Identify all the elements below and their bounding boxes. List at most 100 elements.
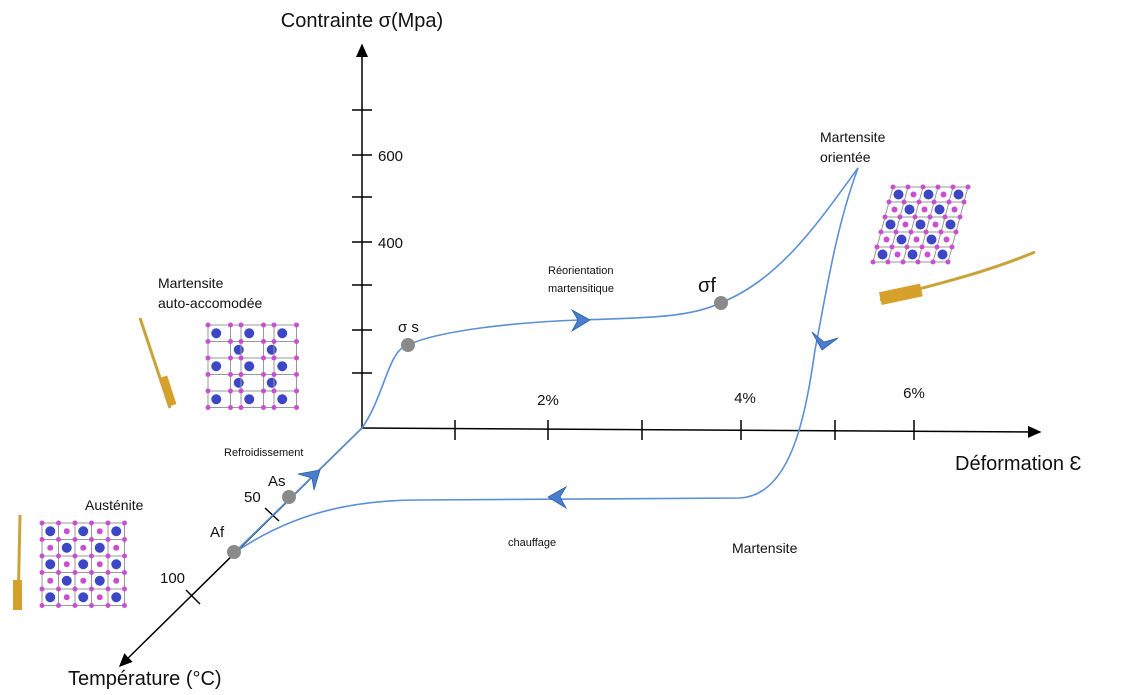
lattice-part (56, 603, 61, 608)
lattice-part (920, 184, 926, 190)
lattice-part (122, 553, 127, 559)
lattice-part (940, 216, 946, 233)
lattice-part (266, 377, 277, 388)
point (282, 490, 296, 504)
lattice-part (953, 229, 959, 235)
lattice-part (63, 561, 70, 568)
lattice-part (105, 520, 111, 526)
lattice-part (56, 553, 61, 559)
lattice-part (913, 236, 920, 243)
lattice-part (946, 199, 952, 205)
lattice-part (205, 322, 211, 328)
temperature-ticks (185, 507, 280, 605)
lattice-part (72, 520, 78, 526)
lattice-part (61, 575, 72, 586)
lattice-part (934, 204, 945, 215)
lattice-part (942, 214, 948, 220)
lattice-part (271, 355, 277, 361)
temperature-label: Température (°C) (68, 668, 222, 690)
lattice-part (271, 405, 277, 410)
lattice-part (893, 229, 899, 235)
lattice-part (205, 388, 211, 394)
lattice-part (47, 544, 54, 551)
lattice-part (895, 216, 901, 233)
lattice-part (951, 206, 958, 213)
lattice-part (228, 405, 233, 410)
lattice-part (927, 214, 933, 220)
lattice-part (122, 603, 127, 608)
lattice-part (932, 221, 939, 228)
lattice-part (96, 561, 103, 568)
tick-label: 600 (378, 148, 403, 165)
lattice-part (957, 214, 963, 220)
lattice-part (277, 394, 288, 405)
lattice-part (228, 339, 233, 344)
lattice-part (945, 219, 956, 230)
lattice-part (948, 186, 954, 203)
lattice-part (897, 214, 903, 220)
lattice-part (919, 244, 925, 250)
lattice-part (205, 355, 211, 361)
lattice-part (917, 246, 923, 263)
lattice-part (72, 570, 78, 575)
lattice-part (228, 355, 233, 361)
lattice-part (261, 355, 266, 361)
point (227, 545, 241, 559)
lattice-part (918, 186, 924, 203)
lattice-part (915, 219, 926, 230)
lattice-part (94, 542, 105, 553)
lattice-part (72, 537, 78, 542)
lattice-part (63, 594, 70, 601)
lattice-part (277, 361, 288, 372)
lattice-part (294, 372, 299, 377)
lattice-part (261, 339, 266, 344)
lattice-part (78, 592, 89, 603)
lattice-part (80, 544, 87, 551)
tick-label: 6% (903, 385, 925, 402)
lattice-part (923, 189, 934, 200)
lattice-part (890, 184, 896, 190)
lattice-part (277, 328, 288, 339)
point-label: σf (698, 275, 716, 297)
lattice-part (39, 553, 45, 559)
lattice-part (205, 405, 211, 410)
unloading-curve (234, 167, 859, 553)
lattice-part (929, 201, 935, 218)
lattice-part (294, 322, 299, 328)
lattice-part (915, 259, 921, 265)
lattice-part (885, 219, 896, 230)
lattice-part (896, 234, 907, 245)
annotation: Martensite (820, 129, 886, 145)
lattice-part (61, 542, 72, 553)
lattice-part (905, 184, 911, 190)
lattice-part (903, 186, 909, 203)
lattice-part (113, 577, 120, 584)
lattice-part (45, 526, 56, 537)
lattice-part (944, 201, 950, 218)
lattice-part (884, 201, 890, 218)
lattice-part (78, 559, 89, 570)
tick-label: 100 (160, 570, 185, 587)
lattice-part (931, 199, 937, 205)
lattice-part (908, 229, 914, 235)
lattice-part (891, 206, 898, 213)
lattice-part (261, 372, 266, 377)
lattice-part (56, 520, 61, 526)
lattice-part (904, 244, 910, 250)
lattice-part (921, 206, 928, 213)
lattice-part (900, 259, 906, 265)
lattice-part (96, 528, 103, 535)
lattice-part (96, 594, 103, 601)
lattice-part (910, 216, 916, 233)
annotation: Austénite (85, 497, 144, 513)
lattice-part (926, 234, 937, 245)
chevron (811, 331, 839, 351)
lattice-part (78, 526, 89, 537)
lattice-part (238, 372, 244, 377)
lattice-part (902, 246, 908, 263)
lattice-part (271, 322, 277, 328)
lattice-part (261, 405, 266, 410)
lattice-part (945, 259, 951, 265)
lattice-part (238, 388, 244, 394)
